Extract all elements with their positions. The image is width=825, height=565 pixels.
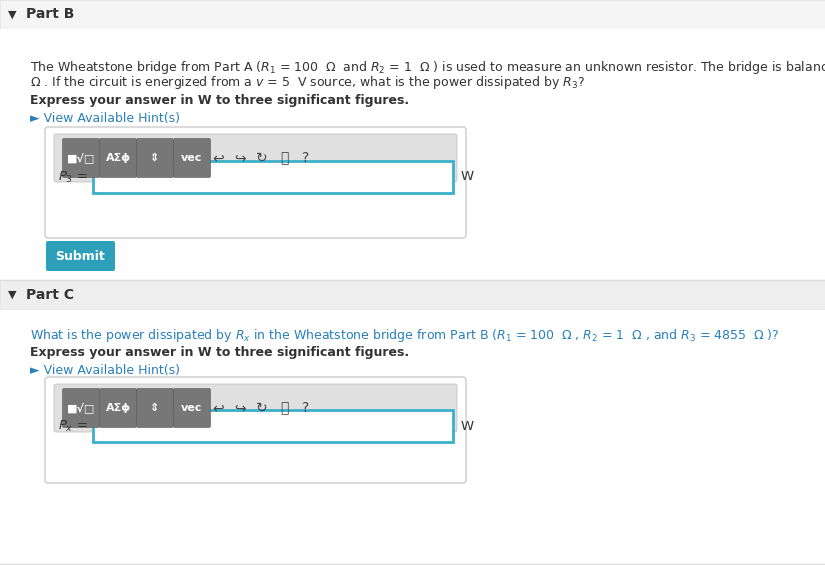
Text: $P_x$ =: $P_x$ = [59,419,88,433]
Text: vec: vec [182,153,203,163]
FancyBboxPatch shape [173,138,210,177]
Text: ↩: ↩ [212,151,224,165]
Text: ► View Available Hint(s): ► View Available Hint(s) [30,112,180,125]
Text: Express your answer in W to three significant figures.: Express your answer in W to three signif… [30,94,409,107]
Text: ⇕: ⇕ [150,403,160,413]
Bar [0,280,825,310]
Bar [0,310,825,565]
Bar [0,29,825,280]
FancyBboxPatch shape [136,138,173,177]
FancyBboxPatch shape [93,410,453,442]
Text: ↻: ↻ [257,151,268,165]
Text: ↻: ↻ [257,401,268,415]
Text: ?: ? [303,151,309,165]
Text: Part B: Part B [26,7,74,21]
Bar [0,0,825,29]
Text: ↪: ↪ [234,401,246,415]
Text: ■√□: ■√□ [67,403,95,414]
Text: ↩: ↩ [212,401,224,415]
Text: vec: vec [182,403,203,413]
Text: ⎙: ⎙ [280,151,288,165]
FancyBboxPatch shape [63,389,100,428]
FancyBboxPatch shape [93,161,453,193]
FancyBboxPatch shape [136,389,173,428]
Text: ⎙: ⎙ [280,401,288,415]
FancyBboxPatch shape [46,241,115,271]
Text: $P_3$ =: $P_3$ = [58,170,88,185]
FancyBboxPatch shape [54,384,457,432]
Text: The Wheatstone bridge from Part A ($R_1$ = 100  Ω  and $R_2$ = 1  Ω ) is used to: The Wheatstone bridge from Part A ($R_1$… [30,59,825,76]
FancyBboxPatch shape [63,138,100,177]
Text: What is the power dissipated by $R_x$ in the Wheatstone bridge from Part B ($R_1: What is the power dissipated by $R_x$ in… [30,327,780,344]
FancyBboxPatch shape [173,389,210,428]
Text: AΣϕ: AΣϕ [106,153,130,163]
Text: ▼: ▼ [7,10,16,20]
FancyBboxPatch shape [45,127,466,238]
Text: ↪: ↪ [234,151,246,165]
Text: W: W [461,171,474,184]
Text: ⇕: ⇕ [150,153,160,163]
FancyBboxPatch shape [45,377,466,483]
Text: Part C: Part C [26,288,74,302]
Text: ▼: ▼ [7,290,16,300]
Text: ?: ? [303,401,309,415]
Text: ■√□: ■√□ [67,153,95,163]
Text: AΣϕ: AΣϕ [106,403,130,413]
FancyBboxPatch shape [100,389,136,428]
Text: Express your answer in W to three significant figures.: Express your answer in W to three signif… [30,346,409,359]
Text: ► View Available Hint(s): ► View Available Hint(s) [30,364,180,377]
Text: Ω . If the circuit is energized from a $v$ = 5  V source, what is the power diss: Ω . If the circuit is energized from a $… [30,74,585,91]
FancyBboxPatch shape [54,134,457,182]
Text: Submit: Submit [55,250,106,263]
FancyBboxPatch shape [100,138,136,177]
Text: W: W [461,419,474,432]
